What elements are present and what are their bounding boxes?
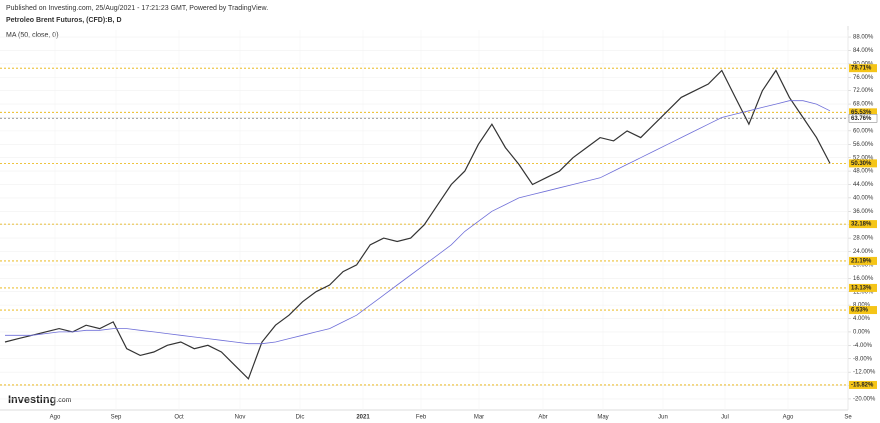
published-note: Published on Investing.com, 25/Aug/2021 … (6, 5, 268, 12)
y-tick-label: -12.00% (853, 370, 876, 376)
logo: Investing.com (8, 394, 72, 406)
x-tick-label: 2021 (356, 415, 370, 421)
level-label: 13.13% (851, 286, 872, 292)
x-tick-label: Abr (538, 415, 547, 421)
logo-suffix: .com (56, 397, 71, 404)
y-tick-label: -8.00% (853, 356, 873, 362)
y-tick-label: -4.00% (853, 343, 873, 349)
y-tick-label: 84.00% (853, 48, 874, 54)
x-tick-label: Jun (658, 415, 668, 421)
y-tick-label: 52.00% (853, 155, 874, 161)
y-tick-label: 36.00% (853, 209, 874, 215)
y-tick-label: 76.00% (853, 75, 874, 81)
level-label-box (849, 220, 877, 229)
y-tick-label: 56.00% (853, 142, 874, 148)
x-tick-label: Ago (783, 415, 794, 421)
level-label-box (849, 306, 877, 315)
level-label-box (849, 283, 877, 292)
level-label: 63.76% (851, 116, 872, 122)
level-label: -15.82% (851, 383, 874, 389)
level-label-box (848, 114, 878, 123)
level-label: 65.53% (851, 110, 872, 116)
level-label: 32.18% (851, 222, 872, 228)
instrument: Petroleo Brent Futuros, (CFD):B, D (6, 17, 122, 24)
x-tick-label: Oct (174, 415, 184, 421)
y-tick-label: 8.00% (853, 303, 871, 309)
y-tick-label: 88.00% (853, 35, 874, 41)
level-label: 6.53% (851, 308, 869, 314)
x-tick-label: Ago (50, 415, 61, 421)
y-tick-label: 48.00% (853, 169, 874, 175)
y-tick-label: 28.00% (853, 236, 874, 242)
y-tick-label: 20.00% (853, 262, 874, 268)
level-label: 50.30% (851, 161, 872, 167)
level-label-box (849, 380, 877, 389)
level-label-box (849, 64, 877, 73)
x-tick-label: Mar (474, 415, 484, 421)
y-tick-label: 40.00% (853, 195, 874, 201)
level-label: 21.19% (851, 258, 872, 264)
indicator: MA (50, close, 0) (6, 32, 59, 39)
x-tick-label: May (597, 415, 608, 421)
level-label-box (849, 256, 877, 265)
series-line (4, 69, 831, 380)
x-tick-label: Dic (296, 415, 305, 421)
logo-main: Investing (8, 394, 56, 406)
y-tick-label: 0.00% (853, 330, 871, 336)
level-label-box (849, 159, 877, 168)
y-tick-label: 24.00% (853, 249, 874, 255)
x-tick-label: Sep (111, 415, 122, 421)
x-tick-label: Nov (235, 415, 246, 421)
y-tick-label: 60.00% (853, 128, 874, 134)
y-tick-label: 68.00% (853, 102, 874, 108)
level-label: 78.71% (851, 66, 872, 72)
x-tick-label: Se (844, 415, 852, 421)
y-tick-label: 12.00% (853, 289, 874, 295)
y-tick-label: -20.00% (853, 397, 876, 403)
x-tick-label: Jul (721, 415, 729, 421)
y-tick-label: 16.00% (853, 276, 874, 282)
series-line (5, 100, 831, 345)
y-tick-label: 72.00% (853, 88, 874, 94)
x-tick-label: Feb (416, 415, 427, 421)
level-label-box (849, 108, 877, 117)
y-tick-label: 4.00% (853, 316, 871, 322)
y-tick-label: 44.00% (853, 182, 874, 188)
